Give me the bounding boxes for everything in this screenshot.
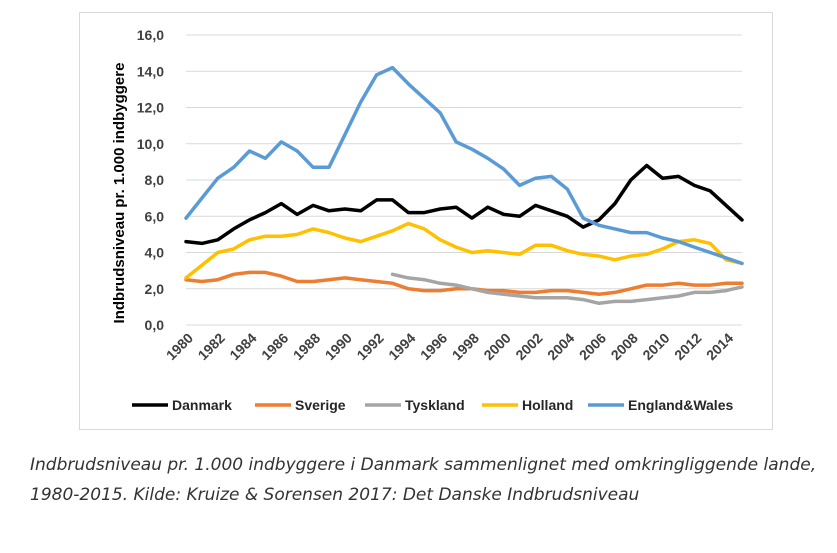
x-tick-label: 2004 — [544, 330, 577, 363]
x-tick-label: 1994 — [385, 330, 418, 363]
x-tick-label: 1996 — [417, 330, 450, 363]
legend-label: England&Wales — [628, 397, 733, 413]
y-tick-label: 12,0 — [137, 100, 164, 116]
series-line-tyskland — [390, 272, 744, 306]
legend-label: Danmark — [172, 397, 232, 413]
figure-caption: Indbrudsniveau pr. 1.000 indbyggere i Da… — [30, 455, 817, 505]
series-lines — [184, 65, 744, 306]
y-tick-label: 16,0 — [137, 27, 164, 43]
x-tick-label: 1998 — [449, 330, 482, 363]
x-tick-label: 1982 — [195, 330, 228, 363]
y-tick-label: 2,0 — [145, 281, 165, 297]
y-tick-label: 0,0 — [145, 317, 165, 333]
y-tick-label: 4,0 — [145, 245, 165, 261]
legend-label: Tyskland — [405, 397, 465, 413]
legend-label: Holland — [522, 397, 573, 413]
x-tick-label: 1984 — [226, 330, 259, 363]
x-tick-labels: 1980198219841986198819901992199419961998… — [163, 330, 737, 363]
y-tick-labels: 0,0 2,0 4,0 6,0 8,0 10,0 12,0 14,0 16,0 — [137, 27, 164, 333]
y-tick-label: 6,0 — [145, 208, 165, 224]
x-tick-label: 2006 — [576, 330, 609, 363]
legend: Danmark Sverige Tyskland Holland England&Wal… — [132, 397, 733, 413]
gridlines — [186, 34, 742, 326]
series-line-england-wales — [184, 65, 744, 266]
x-tick-label: 2012 — [671, 330, 704, 363]
x-tick-label: 2008 — [608, 330, 641, 363]
series-line-danmark — [184, 163, 744, 246]
x-tick-label: 1986 — [258, 330, 291, 363]
x-tick-label: 1988 — [290, 330, 323, 363]
x-tick-label: 1992 — [353, 330, 386, 363]
y-tick-label: 10,0 — [137, 136, 164, 152]
x-tick-label: 2000 — [480, 330, 513, 363]
series-line-sverige — [184, 270, 744, 296]
y-tick-label: 8,0 — [145, 172, 165, 188]
line-chart: 0,0 2,0 4,0 6,0 8,0 10,0 12,0 14,0 16,0 19801982… — [111, 27, 744, 413]
x-tick-label: 2002 — [512, 330, 545, 363]
x-tick-label: 2014 — [703, 330, 736, 363]
x-tick-label: 1980 — [163, 330, 196, 363]
series-line-holland — [184, 221, 744, 280]
x-tick-label: 2010 — [639, 330, 672, 363]
x-tick-label: 1990 — [322, 330, 355, 363]
y-tick-label: 14,0 — [137, 63, 164, 79]
chart-frame: 0,0 2,0 4,0 6,0 8,0 10,0 12,0 14,0 16,0 1980 1982… — [79, 12, 773, 430]
legend-label: Sverige — [295, 397, 346, 413]
y-axis-title: Indbrudsniveau pr. 1.000 indbyggere — [111, 63, 128, 324]
